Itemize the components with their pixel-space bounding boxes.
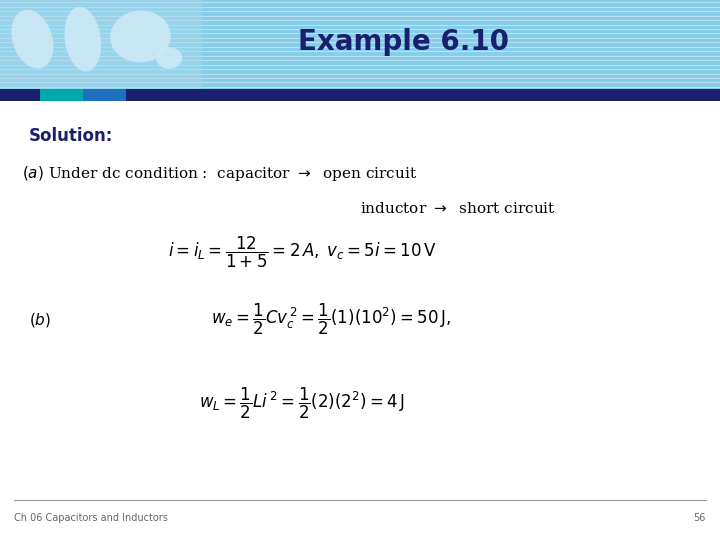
Text: $w_{e} = \dfrac{1}{2}Cv_{c}^{\,2} = \dfrac{1}{2}(1)(10^{2}) = 50\,\mathrm{J},$: $w_{e} = \dfrac{1}{2}Cv_{c}^{\,2} = \dfr… [211,302,451,338]
Text: 56: 56 [693,514,706,523]
FancyBboxPatch shape [83,89,126,101]
FancyBboxPatch shape [0,89,40,101]
Polygon shape [156,48,182,69]
Text: Example 6.10: Example 6.10 [297,28,509,56]
Text: $i = i_{L} = \dfrac{12}{1+5} = 2\,A,\; v_{c} = 5i = 10\,\mathrm{V}$: $i = i_{L} = \dfrac{12}{1+5} = 2\,A,\; v… [168,234,437,270]
Text: Ch 06 Capacitors and Inductors: Ch 06 Capacitors and Inductors [14,514,168,523]
FancyBboxPatch shape [0,89,720,101]
Polygon shape [12,10,53,69]
FancyBboxPatch shape [40,89,83,101]
Text: Solution:: Solution: [29,127,113,145]
FancyBboxPatch shape [0,0,202,89]
FancyBboxPatch shape [0,0,720,89]
Polygon shape [110,11,171,62]
Text: $w_{L} = \dfrac{1}{2}Li^{\,2} = \dfrac{1}{2}(2)(2^{2}) = 4\,\mathrm{J}$: $w_{L} = \dfrac{1}{2}Li^{\,2} = \dfrac{1… [199,386,405,421]
Text: $(b)$: $(b)$ [29,310,51,329]
Text: $(a)$ Under dc condition :  capacitor $\rightarrow$  open circuit: $(a)$ Under dc condition : capacitor $\r… [22,164,417,184]
Text: inductor $\rightarrow$  short circuit: inductor $\rightarrow$ short circuit [360,201,556,217]
FancyBboxPatch shape [126,89,720,101]
Polygon shape [65,7,101,71]
